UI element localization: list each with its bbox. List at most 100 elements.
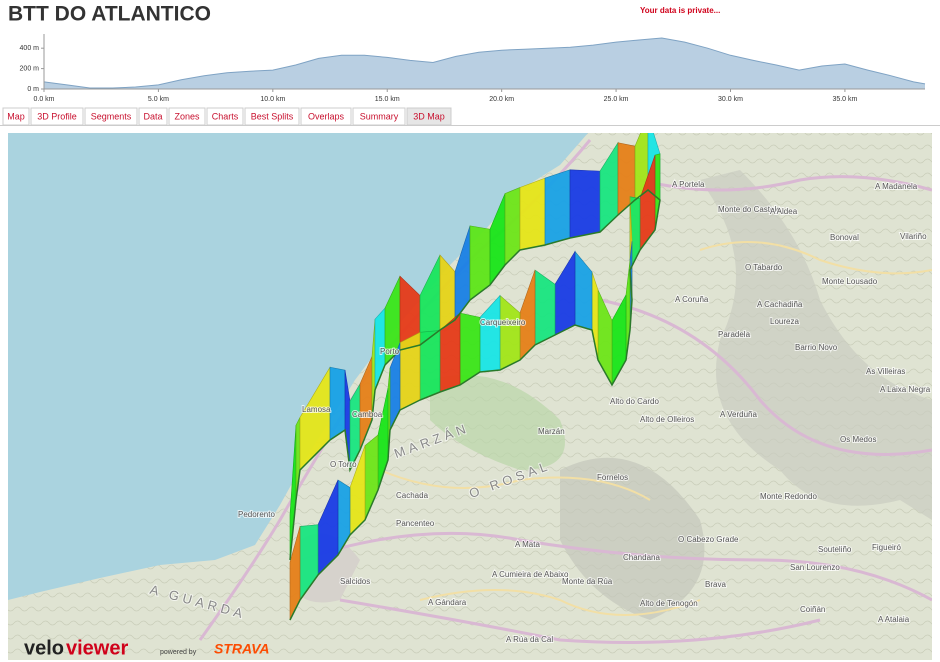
map-label[interactable]: A Atalaia: [877, 614, 911, 625]
tab[interactable]: Summary: [360, 111, 399, 121]
map-label[interactable]: Alto de Olleiros: [639, 414, 695, 425]
map-label[interactable]: A Madanela: [874, 181, 919, 192]
tab[interactable]: Zones: [174, 111, 200, 121]
tab-background[interactable]: [406, 107, 452, 126]
tab[interactable]: Overlaps: [308, 111, 345, 121]
tab-background[interactable]: [244, 107, 300, 126]
map-label[interactable]: Alto de Tenogón: [639, 598, 699, 609]
map-label[interactable]: Marzán: [537, 426, 566, 437]
map-label[interactable]: A Laixa Negra: [879, 384, 932, 395]
tab[interactable]: Map: [7, 111, 25, 121]
map-label[interactable]: A Cachadiña: [756, 299, 804, 310]
map-label[interactable]: Monte do Castelo: [717, 204, 782, 215]
x-tick-label: 15.0 km: [375, 96, 400, 103]
map-label[interactable]: San Lourenzo: [789, 562, 841, 573]
map-label[interactable]: Bonoval: [829, 232, 860, 243]
tab-background[interactable]: [30, 107, 84, 126]
tab-background[interactable]: [138, 107, 168, 126]
tab-background[interactable]: [206, 107, 244, 126]
map-label[interactable]: A Cumieira de Abaixo: [491, 569, 570, 580]
map-label[interactable]: Pedorento: [237, 509, 276, 520]
tab-bar: Map 3D Profile Segments Data Zones Charts Best…: [2, 107, 452, 126]
tab-background[interactable]: [84, 107, 138, 126]
map-label[interactable]: Monte Lousado: [821, 276, 879, 287]
minor-roads: [379, 241, 932, 616]
map-label[interactable]: Os Medos: [839, 434, 877, 445]
map-label[interactable]: O Cabezo Grade: [677, 534, 740, 545]
route-wall: [519, 177, 546, 251]
forest: [430, 375, 565, 470]
map-label[interactable]: Monte da Rúa: [561, 576, 614, 587]
y-tick-label: 200 m: [20, 65, 40, 72]
map-label[interactable]: Chandana: [622, 552, 661, 563]
map-label[interactable]: Lamosa: [301, 404, 332, 415]
map-label[interactable]: Paradela: [717, 329, 752, 340]
tab[interactable]: 3D Map: [413, 111, 445, 121]
map-label[interactable]: A Portela: [671, 179, 706, 190]
map-label[interactable]: A Verduña: [719, 409, 758, 420]
x-tick-label: 35.0 km: [832, 96, 857, 103]
logo-viewer: viewer: [66, 637, 128, 659]
x-tick-label: 0.0 km: [33, 96, 54, 103]
map-label[interactable]: Vilariño: [899, 231, 928, 242]
map-label[interactable]: Porto: [379, 346, 401, 357]
x-tick-label: 25.0 km: [604, 96, 629, 103]
map-label[interactable]: Fornelos: [596, 472, 629, 483]
map-label[interactable]: Barrio Novo: [794, 342, 839, 353]
sea: [8, 133, 588, 600]
route-wall: [419, 330, 441, 401]
route-wall: [569, 169, 601, 239]
elevation-area: [44, 38, 925, 89]
tab[interactable]: Charts: [212, 111, 239, 121]
mountain-shade: [700, 170, 932, 520]
map-label[interactable]: A Rúa da Cal: [505, 634, 554, 645]
map-label[interactable]: Brava: [704, 579, 727, 590]
map-label[interactable]: Salcidos: [339, 576, 371, 587]
tab[interactable]: 3D Profile: [37, 111, 77, 121]
x-tick-label: 20.0 km: [489, 96, 514, 103]
map-label[interactable]: A Mata: [514, 539, 541, 550]
x-tick-label: 30.0 km: [718, 96, 743, 103]
tab-background[interactable]: [168, 107, 206, 126]
logo-velo: velo: [24, 637, 64, 659]
map-label[interactable]: Camboa: [351, 409, 384, 420]
elevation-line: [43, 37, 926, 89]
y-tick-label: 0 m: [27, 86, 39, 93]
privacy-note[interactable]: Your data is private...: [640, 6, 720, 15]
map-label[interactable]: Cachada: [395, 490, 430, 501]
map-label[interactable]: Pancenteo: [395, 518, 436, 529]
page-title: BTT DO ATLANTICO: [8, 3, 211, 26]
map-label[interactable]: O Tabardo: [744, 262, 784, 273]
logo[interactable]: velo viewer powered by STRAVA: [24, 637, 269, 659]
map-label[interactable]: Alto do Cardo: [609, 396, 660, 407]
powered-by: powered by: [160, 649, 197, 656]
map-label[interactable]: A Coruña: [674, 294, 710, 305]
x-tick-label: 10.0 km: [260, 96, 285, 103]
elevation-profile: 0 m 200 m 400 m 0.0 km 5.0 km 10.0 km 15.0 km 2…: [20, 34, 926, 103]
route-wall: [544, 169, 571, 246]
tab-background[interactable]: [352, 107, 406, 126]
map-label[interactable]: Figueiró: [871, 542, 902, 553]
map-label[interactable]: A Aldea: [769, 206, 799, 217]
map-label[interactable]: Loureza: [769, 316, 800, 327]
map-label[interactable]: O Torro: [329, 459, 358, 470]
mountain-shade: [560, 457, 705, 620]
tab[interactable]: Segments: [91, 111, 132, 121]
tab-background[interactable]: [2, 107, 30, 126]
route-wall: [399, 331, 421, 411]
tab[interactable]: Data: [143, 111, 162, 121]
map-label[interactable]: A Gándara: [427, 597, 468, 608]
map-label[interactable]: Coiñán: [799, 604, 826, 615]
map-label[interactable]: Carqueixeiro: [479, 317, 527, 328]
route-3d-walls: [289, 133, 661, 621]
route-wall: [329, 366, 346, 441]
tab[interactable]: Best Splits: [251, 111, 294, 121]
map-label[interactable]: Souteliño: [817, 544, 853, 555]
map-label[interactable]: Monte Redondo: [759, 491, 818, 502]
strava-logo: STRAVA: [214, 641, 269, 657]
map-label[interactable]: As Villeiras: [865, 366, 906, 377]
tab-background[interactable]: [300, 107, 352, 126]
